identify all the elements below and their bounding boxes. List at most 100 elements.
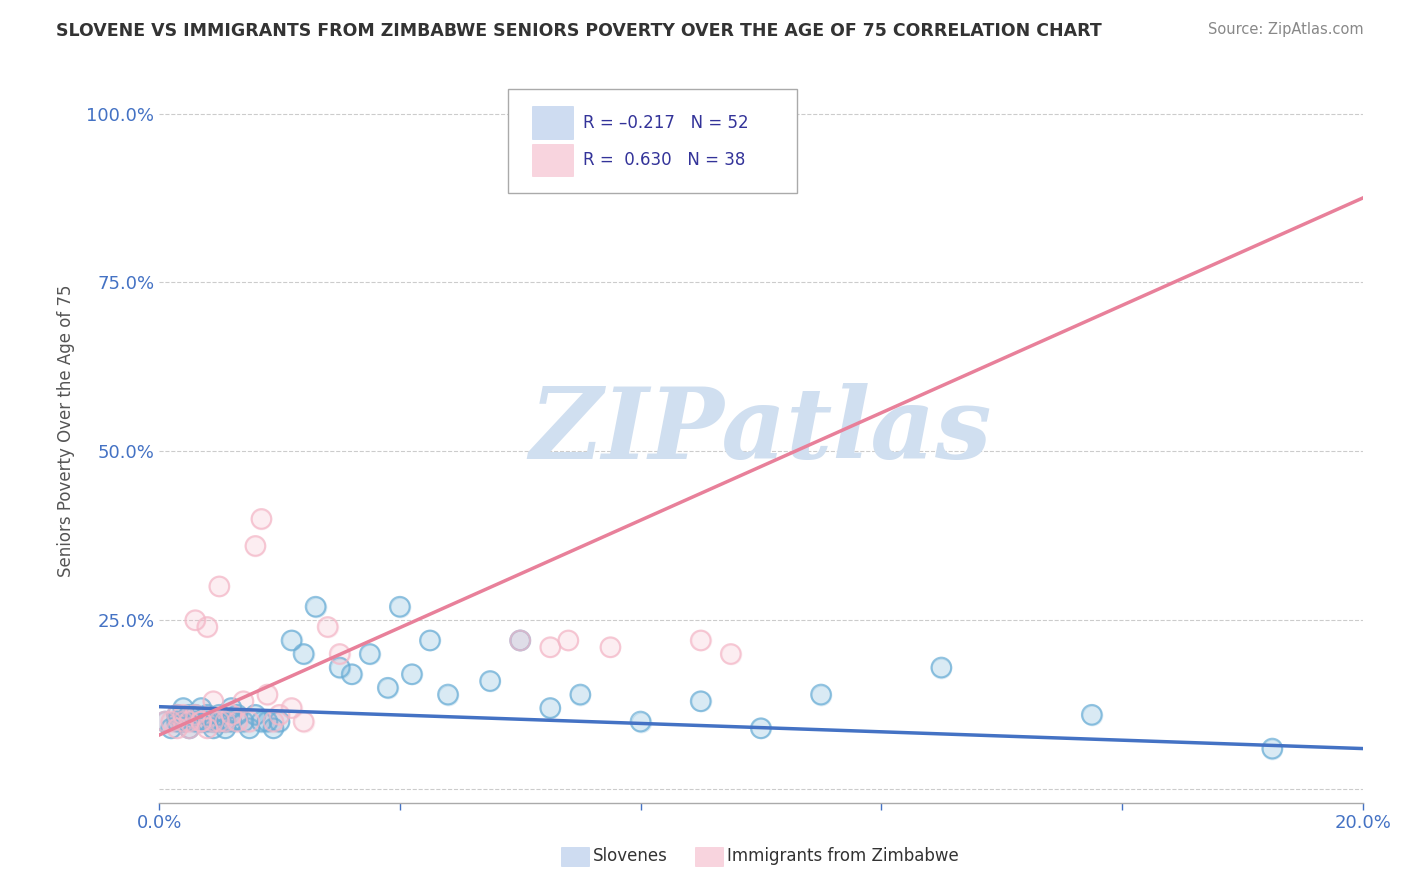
Point [749,721,772,735]
Point [538,640,561,655]
Point [280,633,302,648]
Point [689,694,711,708]
Point [179,721,201,735]
Point [479,673,502,688]
Point [166,714,188,729]
Point [172,714,194,729]
Point [630,714,652,729]
Point [195,714,218,729]
Point [238,721,260,735]
Point [172,714,194,729]
Point [749,721,772,735]
Point [419,633,441,648]
Point [269,714,291,729]
Point [226,707,249,722]
Point [208,714,231,729]
Point [509,633,531,648]
Point [208,579,231,593]
Point [250,512,273,526]
Point [263,714,285,729]
Point [437,688,460,702]
Point [184,714,207,729]
Point [214,714,236,729]
Point [599,640,621,655]
Point [689,633,711,648]
Point [202,694,225,708]
Point [166,714,188,729]
Point [269,707,291,722]
Point [1261,741,1284,756]
Point [340,667,363,681]
Text: R =  0.630   N = 38: R = 0.630 N = 38 [582,151,745,169]
Point [509,633,531,648]
Point [195,707,218,722]
FancyBboxPatch shape [533,144,574,177]
Point [388,599,411,614]
Point [377,681,399,695]
Point [195,620,218,634]
Point [238,714,260,729]
Text: ZIPatlas: ZIPatlas [530,383,993,479]
Point [316,620,339,634]
Point [221,714,243,729]
Point [232,714,254,729]
Point [202,714,225,729]
Point [202,714,225,729]
Point [202,694,225,708]
Point [184,613,207,627]
Point [569,688,592,702]
Point [1261,741,1284,756]
Point [280,701,302,715]
Point [172,714,194,729]
Point [184,707,207,722]
Point [190,701,212,715]
Point [931,660,953,674]
Point [388,599,411,614]
Point [292,714,315,729]
Point [329,660,352,674]
Point [1081,707,1104,722]
Point [280,701,302,715]
Point [172,701,194,715]
Point [538,640,561,655]
Point [214,714,236,729]
Point [190,714,212,729]
Point [401,667,423,681]
Point [931,660,953,674]
Point [172,707,194,722]
Point [153,714,176,729]
Point [557,633,579,648]
Point [569,688,592,702]
Point [172,714,194,729]
Point [359,647,381,661]
Point [179,714,201,729]
Point [166,707,188,722]
Point [184,714,207,729]
Point [538,701,561,715]
Point [1081,707,1104,722]
Point [437,688,460,702]
Point [208,714,231,729]
Point [720,647,742,661]
Point [269,714,291,729]
Point [292,714,315,729]
Point [221,707,243,722]
Point [263,721,285,735]
Point [202,714,225,729]
Point [329,660,352,674]
Point [226,707,249,722]
Point [160,721,183,735]
Point [238,721,260,735]
Point [304,599,326,614]
Point [479,673,502,688]
Point [419,633,441,648]
Point [221,701,243,715]
Point [153,714,176,729]
Point [190,714,212,729]
Point [214,714,236,729]
Point [179,721,201,735]
Point [202,721,225,735]
Point [190,714,212,729]
Point [250,714,273,729]
Point [172,707,194,722]
